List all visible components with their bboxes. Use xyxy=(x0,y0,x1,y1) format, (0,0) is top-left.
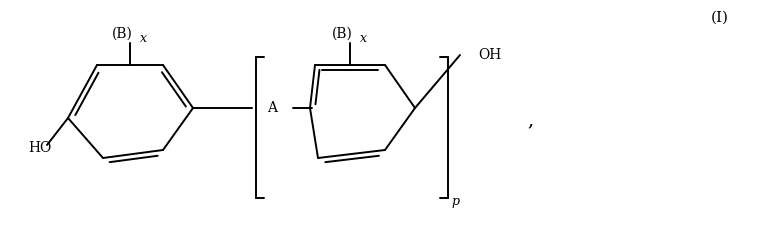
Text: ,: , xyxy=(527,111,533,129)
Text: x: x xyxy=(139,31,146,45)
Text: HO: HO xyxy=(28,141,52,155)
Text: A: A xyxy=(267,101,277,115)
Text: (B): (B) xyxy=(111,27,133,41)
Text: OH: OH xyxy=(478,48,501,62)
Text: x: x xyxy=(359,31,367,45)
Text: (I): (I) xyxy=(711,11,729,25)
Text: p: p xyxy=(451,195,459,208)
Text: (B): (B) xyxy=(331,27,352,41)
